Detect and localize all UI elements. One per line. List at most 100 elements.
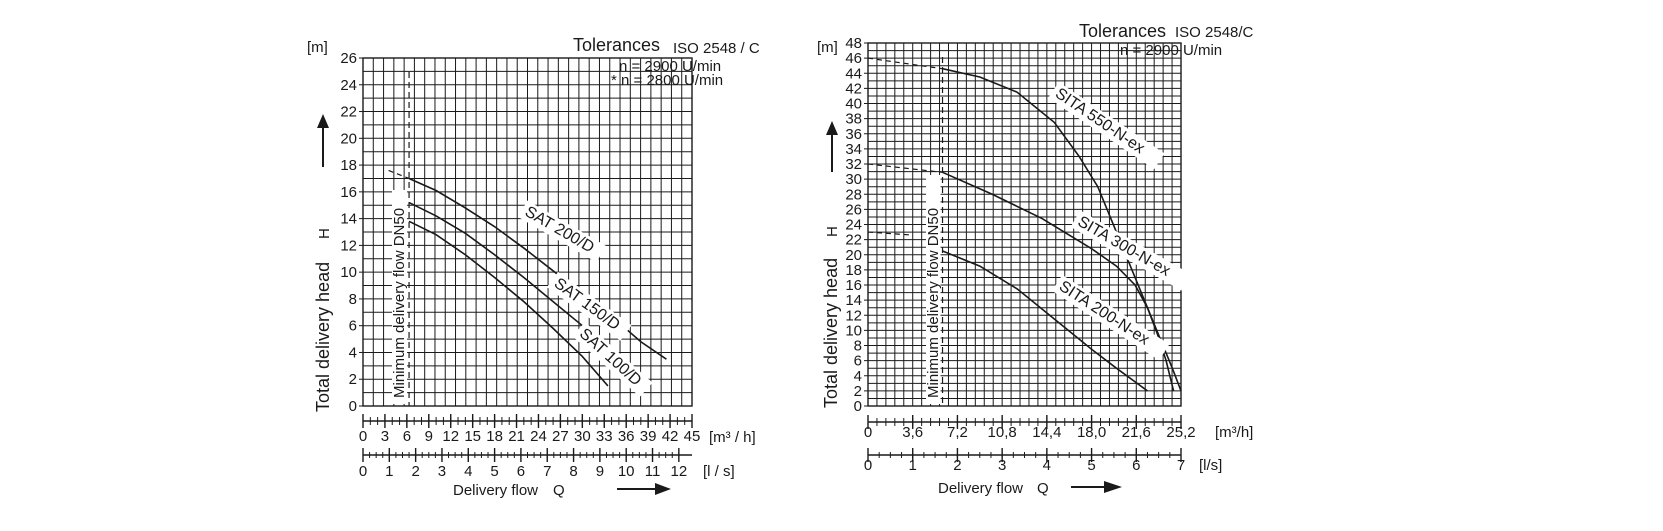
x-tick-label-m3h: 18 [486, 428, 503, 445]
x-tick-label-m3h: 3 [381, 428, 389, 445]
x-tick-label-ls: 12 [670, 463, 687, 480]
x-unit-m3h: [m³/h] [1215, 424, 1253, 441]
curve-label-backdrop [1048, 82, 1165, 170]
y-tick-label: 22 [845, 232, 862, 249]
x-tick-label-m3h: 12 [442, 428, 459, 445]
y-tick-label: 22 [340, 104, 357, 121]
y-tick-label: 0 [854, 398, 862, 415]
y-tick-label: 16 [340, 184, 357, 201]
x-unit-ls: [l/s] [1199, 457, 1222, 474]
x-tick-label-m3h: 45 [684, 428, 701, 445]
y-tick-label: 34 [845, 141, 862, 158]
tolerances-standard: ISO 2548/C [1175, 24, 1254, 41]
x-axis-title: Delivery flow [453, 482, 538, 499]
x-tick-label-ls: 4 [464, 463, 472, 480]
x-tick-label-ls: 5 [1087, 457, 1095, 474]
x-tick-label-ls: 0 [864, 457, 872, 474]
tolerances-label: Tolerances [1079, 21, 1166, 41]
x-tick-label-m3h: 39 [640, 428, 657, 445]
x-tick-label-m3h: 30 [574, 428, 591, 445]
curve-extension-dashed [867, 57, 943, 70]
speed-note-1: n = 2900 U/min [1120, 42, 1222, 59]
x-tick-label-ls: 2 [953, 457, 961, 474]
x-tick-label-m3h: 18,0 [1077, 424, 1106, 441]
y-tick-label: 14 [845, 292, 862, 309]
y-axis-arrowhead [317, 114, 329, 128]
x-tick-label-ls: 0 [359, 463, 367, 480]
x-tick-label-m3h: 24 [530, 428, 547, 445]
y-tick-label: 36 [845, 126, 862, 143]
curve-label: SAT 200/D [522, 203, 597, 256]
x-tick-label-ls: 7 [1177, 457, 1185, 474]
y-tick-label: 12 [845, 307, 862, 324]
y-tick-label: 0 [349, 398, 357, 415]
y-tick-label: 6 [349, 318, 357, 335]
curve-extension-dashed [867, 231, 913, 236]
x-tick-label-ls: 2 [411, 463, 419, 480]
y-axis-arrowhead [826, 121, 838, 135]
y-tick-label: 2 [854, 383, 862, 400]
curve-label-backdrop [572, 321, 653, 397]
y-tick-label: 24 [845, 217, 862, 234]
curve-label-backdrop [517, 200, 607, 263]
y-tick-label: 8 [854, 338, 862, 355]
y-axis-symbol: H [316, 228, 333, 239]
y-tick-label: 42 [845, 80, 862, 97]
chart-annotations: [m] Tolerances ISO 2548 / C n = 2900 U/m… [307, 35, 760, 499]
x-tick-label-ls: 6 [1132, 457, 1140, 474]
min-flow-label: Minimum delivery flow DN50 [925, 208, 942, 398]
x-axis-symbol: Q [1037, 480, 1049, 497]
x-tick-label-ls: 7 [543, 463, 551, 480]
x-tick-label-m3h: 21 [508, 428, 525, 445]
y-tick-label: 18 [845, 262, 862, 279]
x-tick-label-m3h: 0 [864, 424, 872, 441]
y-tick-label: 8 [349, 291, 357, 308]
x-tick-label-ls: 11 [645, 463, 661, 480]
x-tick-label-m3h: 27 [552, 428, 569, 445]
x-axis-arrowhead [655, 483, 671, 495]
min-flow-band [392, 190, 408, 404]
x-tick-label-m3h: 6 [403, 428, 411, 445]
x-tick-label-ls: 1 [385, 463, 393, 480]
y-tick-label: 30 [845, 171, 862, 188]
y-tick-label: 20 [340, 130, 357, 147]
curve-extension-dashed [867, 163, 943, 173]
tolerances-standard: ISO 2548 / C [673, 40, 760, 57]
y-tick-label: 18 [340, 157, 357, 174]
y-tick-label: 38 [845, 111, 862, 128]
x-tick-label-m3h: 0 [359, 428, 367, 445]
curve-label-backdrop [1051, 274, 1170, 361]
x-tick-label-m3h: 36 [618, 428, 635, 445]
x-tick-label-m3h: 15 [464, 428, 481, 445]
curve-sita-200-n-ex [942, 250, 1148, 392]
x-tick-label-m3h: 9 [425, 428, 433, 445]
x-tick-label-ls: 9 [596, 463, 604, 480]
x-tick-label-ls: 8 [569, 463, 577, 480]
y-tick-label: 48 [845, 35, 862, 52]
y-unit-label: [m] [817, 39, 838, 56]
y-tick-label: 20 [845, 247, 862, 264]
y-axis-title: Total delivery head [821, 258, 841, 408]
y-tick-label: 24 [340, 77, 357, 94]
speed-note-1: n = 2900 U/min [619, 58, 721, 75]
chart-annotations: [m] Tolerances ISO 2548/C n = 2900 U/min… [817, 21, 1254, 497]
x-tick-label-m3h: 10,8 [988, 424, 1017, 441]
x-axis-arrowhead [1104, 481, 1122, 493]
x-tick-label-ls: 4 [1043, 457, 1051, 474]
curve-sita-550-n-ex [942, 67, 1182, 392]
x-unit-ls: [l / s] [703, 463, 735, 480]
x-tick-label-m3h: 14,4 [1032, 424, 1061, 441]
y-tick-label: 40 [845, 96, 862, 113]
tolerances-label: Tolerances [573, 35, 660, 55]
chart-grid [362, 57, 693, 407]
y-axis-symbol: H [824, 226, 841, 237]
curve-sat-100-d [408, 220, 609, 387]
x-axis-title: Delivery flow [938, 480, 1023, 497]
min-flow-band [926, 175, 941, 404]
x-tick-label-m3h: 33 [596, 428, 613, 445]
y-tick-label: 14 [340, 211, 357, 228]
x-tick-label-ls: 10 [618, 463, 635, 480]
speed-note-2: * n = 2800 U/min [611, 72, 723, 89]
y-tick-label: 16 [845, 277, 862, 294]
